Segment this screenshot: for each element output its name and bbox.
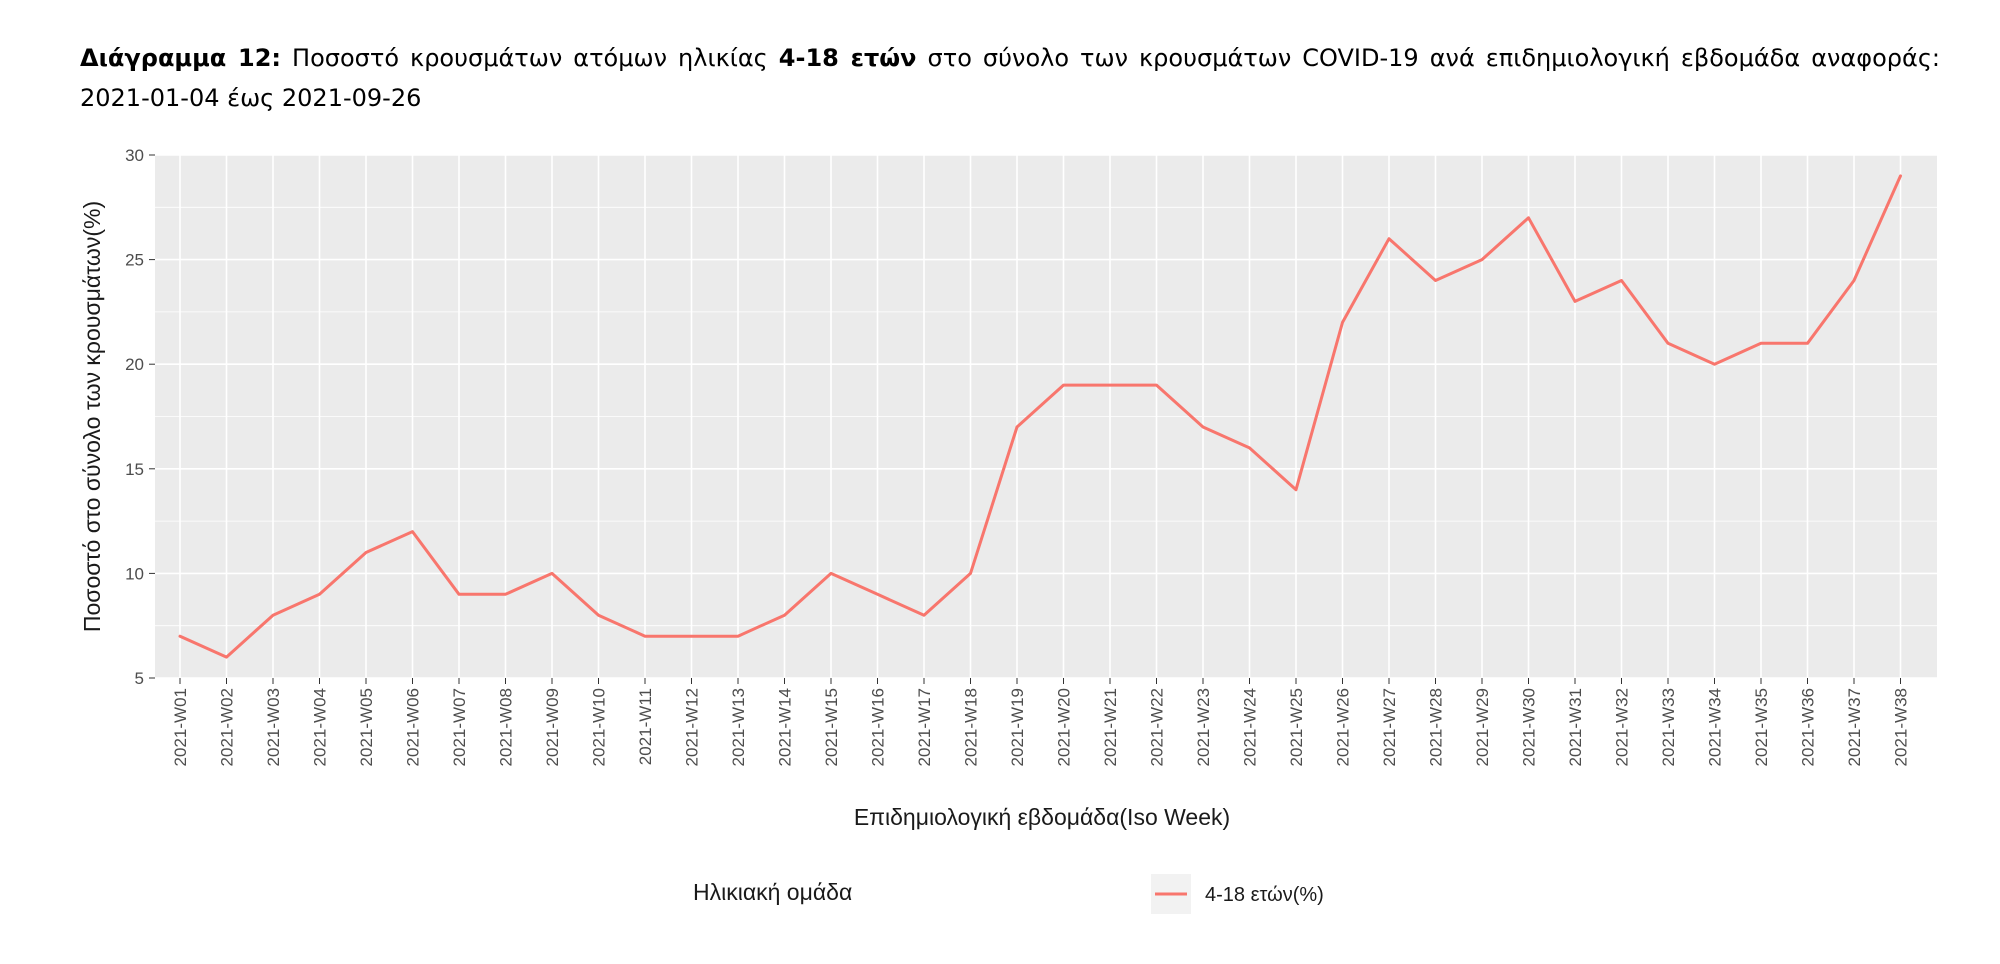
y-tick-label: 20 (125, 355, 144, 374)
y-tick-label: 5 (135, 669, 144, 688)
x-tick-label: 2021-W08 (497, 688, 516, 766)
x-tick-label: 2021-W10 (590, 688, 609, 766)
x-tick-label: 2021-W38 (1892, 688, 1911, 766)
x-tick-label: 2021-W17 (915, 688, 934, 766)
caption-label: Διάγραμμα 12: (80, 44, 281, 72)
x-tick-label: 2021-W24 (1241, 688, 1260, 766)
x-tick-label: 2021-W26 (1334, 688, 1353, 766)
x-tick-label: 2021-W23 (1194, 688, 1213, 766)
caption-text-before: Ποσοστό κρουσμάτων ατόμων ηλικίας (281, 44, 779, 72)
y-axis-title: Ποσοστό στο σύνολο των κρουσμάτων(%) (79, 201, 105, 632)
x-tick-label: 2021-W29 (1473, 688, 1492, 766)
y-tick-label: 10 (125, 564, 144, 583)
series-line-4-18 (178, 174, 1902, 659)
x-tick-label: 2021-W37 (1845, 688, 1864, 766)
x-tick-label: 2021-W20 (1055, 688, 1074, 766)
y-tick-label: 15 (125, 460, 144, 479)
x-tick-label: 2021-W35 (1752, 688, 1771, 766)
x-axis-title: Επιδημιολογική εβδομάδα(Iso Week) (854, 804, 1230, 830)
legend: Ηλικιακή ομάδα 4-18 ετών(%) (693, 874, 1324, 914)
x-tick-label: 2021-W14 (776, 688, 795, 766)
chart-caption: Διάγραμμα 12: Ποσοστό κρουσμάτων ατόμων … (80, 38, 1940, 118)
x-axis-ticks: 2021-W01 2021-W02 2021-W03 2021-W04 2021-W05… (171, 678, 1911, 766)
x-tick-label: 2021-W11 (636, 688, 655, 765)
x-tick-label: 2021-W05 (357, 688, 376, 766)
x-tick-label: 2021-W09 (543, 688, 562, 766)
x-tick-label: 2021-W31 (1566, 688, 1585, 766)
x-tick-label: 2021-W18 (962, 688, 981, 766)
x-tick-label: 2021-W27 (1380, 688, 1399, 766)
x-tick-label: 2021-W25 (1287, 688, 1306, 766)
y-tick-label: 30 (125, 146, 144, 165)
x-tick-label: 2021-W04 (311, 688, 330, 766)
y-tick-label: 25 (125, 251, 144, 270)
grid-lines (155, 154, 1937, 679)
x-tick-label: 2021-W30 (1520, 688, 1539, 766)
legend-label: 4-18 ετών(%) (1205, 884, 1324, 906)
x-tick-label: 2021-W15 (822, 688, 841, 766)
x-tick-label: 2021-W32 (1613, 688, 1632, 766)
x-tick-label: 2021-W22 (1148, 688, 1167, 766)
x-tick-label: 2021-W16 (869, 688, 888, 766)
x-tick-label: 2021-W34 (1706, 688, 1725, 766)
y-axis-ticks: 5 10 15 20 25 30 (125, 146, 155, 688)
x-tick-label: 2021-W19 (1008, 688, 1027, 766)
x-tick-label: 2021-W13 (729, 688, 748, 766)
caption-text-after: στο σύνολο των κρουσμάτων COVID-19 ανά ε… (80, 44, 1940, 112)
x-tick-label: 2021-W01 (171, 688, 190, 766)
x-tick-label: 2021-W36 (1799, 688, 1818, 766)
x-tick-label: 2021-W28 (1427, 688, 1446, 766)
x-tick-label: 2021-W21 (1101, 688, 1120, 766)
x-tick-label: 2021-W06 (404, 688, 423, 766)
x-tick-label: 2021-W03 (264, 688, 283, 766)
x-tick-label: 2021-W12 (683, 688, 702, 766)
x-tick-label: 2021-W07 (450, 688, 469, 766)
legend-title: Ηλικιακή ομάδα (693, 879, 852, 905)
x-tick-label: 2021-W02 (218, 688, 237, 766)
x-tick-label: 2021-W33 (1659, 688, 1678, 766)
caption-age-group: 4-18 ετών (778, 44, 917, 72)
